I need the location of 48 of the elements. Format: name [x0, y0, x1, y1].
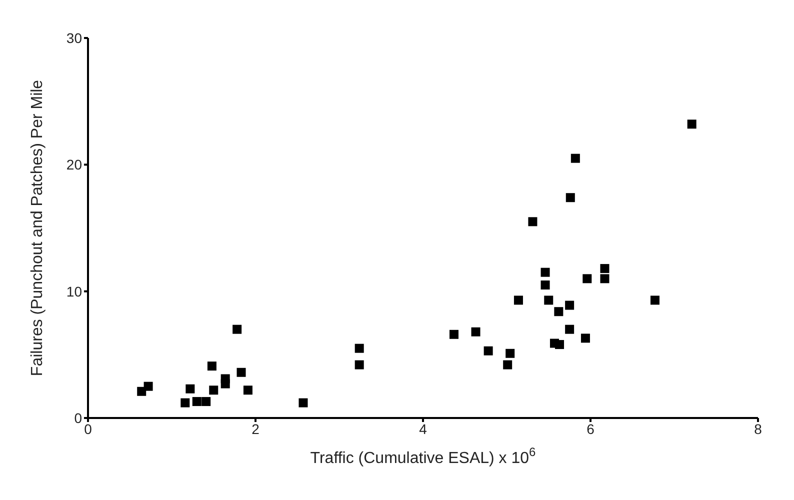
point — [354, 360, 364, 370]
point — [600, 264, 610, 274]
point — [137, 386, 146, 396]
point — [544, 296, 554, 305]
x-tick-label: 4 — [419, 420, 428, 437]
point — [565, 300, 574, 310]
point — [506, 348, 515, 358]
point — [565, 324, 574, 334]
point — [180, 398, 190, 408]
point — [207, 362, 216, 371]
point — [582, 274, 592, 284]
point — [528, 217, 538, 226]
point — [243, 386, 252, 395]
y-tick-label: 30 — [66, 30, 82, 46]
x-tick-label: 6 — [586, 420, 595, 437]
point — [600, 274, 610, 284]
point — [580, 334, 590, 343]
x-tick-label: 2 — [252, 420, 260, 437]
point — [570, 154, 580, 163]
y-tick-label: 0 — [74, 410, 82, 426]
point — [232, 324, 242, 334]
point — [209, 386, 218, 395]
x-axis-title: Traffic (Cumulative ESAL) x 10$^{6}$ — [310, 445, 536, 467]
point — [555, 340, 564, 350]
point — [354, 344, 364, 353]
point — [650, 296, 660, 305]
point — [144, 382, 153, 391]
point — [449, 330, 458, 339]
point — [471, 327, 480, 336]
point — [503, 360, 512, 370]
point — [192, 397, 202, 406]
point — [220, 379, 230, 388]
point — [540, 280, 550, 290]
y-tick-label: 10 — [66, 283, 82, 300]
x-tick-label: 0 — [84, 420, 92, 437]
point — [540, 268, 550, 277]
point — [484, 346, 493, 356]
point — [202, 397, 211, 406]
point — [554, 307, 564, 316]
point — [298, 398, 308, 408]
point — [566, 193, 575, 202]
y-axis-title: Failures (Punchout and Patches) Per Mile — [29, 80, 46, 376]
point — [514, 296, 523, 305]
point — [186, 384, 195, 394]
point — [236, 368, 246, 377]
point — [687, 120, 696, 129]
x-tick-label: 8 — [754, 420, 762, 437]
y-tick-label: 20 — [66, 156, 82, 173]
